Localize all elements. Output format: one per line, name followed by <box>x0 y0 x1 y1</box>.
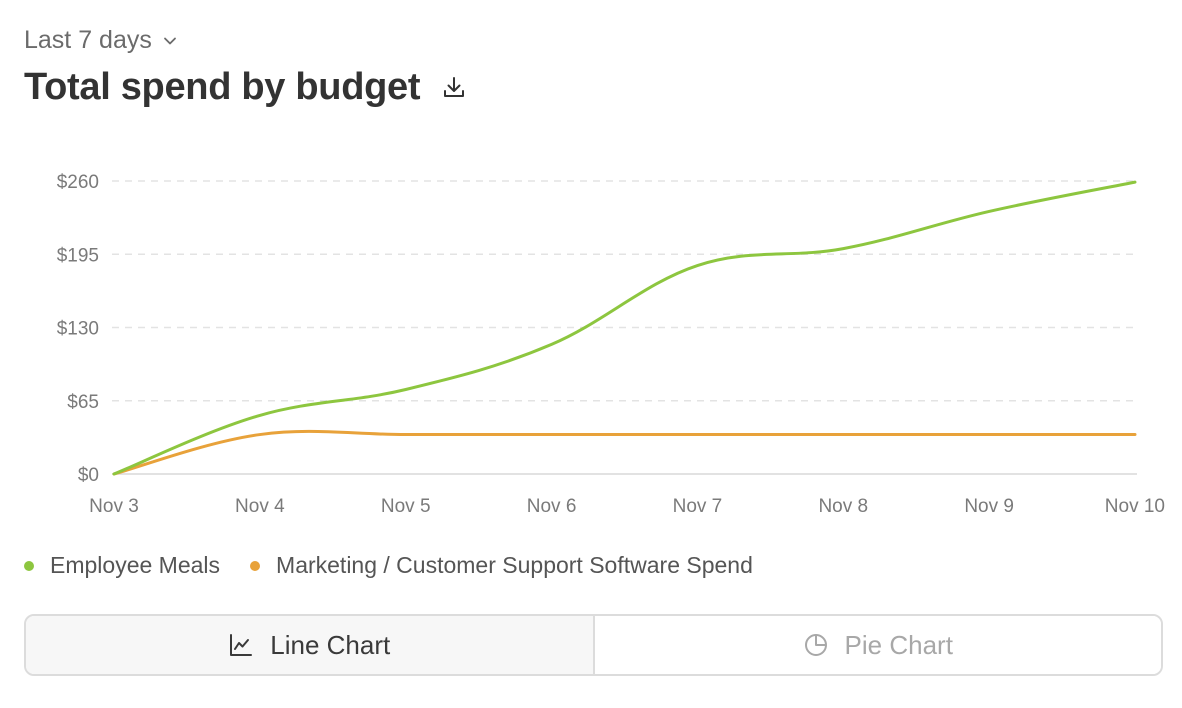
x-tick-label: Nov 6 <box>527 496 577 517</box>
chart-type-toggle: Line Chart Pie Chart <box>24 614 1163 676</box>
x-tick-label: Nov 4 <box>235 496 285 517</box>
y-tick-label: $195 <box>57 245 99 266</box>
chart-legend: Employee Meals Marketing / Customer Supp… <box>24 552 753 579</box>
line-chart: $0 $65 $130 $195 $260 Nov 3 Nov 4 Nov 5 Nov 6 Nov… <box>57 172 1165 517</box>
x-tick-label: Nov 3 <box>89 496 139 517</box>
x-tick-label: Nov 10 <box>1105 496 1165 517</box>
x-tick-label: Nov 8 <box>818 496 868 517</box>
date-range-selector[interactable]: Last 7 days <box>24 26 178 55</box>
legend-swatch <box>24 560 34 571</box>
line-chart-icon <box>230 634 253 656</box>
legend-swatch <box>250 560 261 571</box>
date-range-label: Last 7 days <box>24 26 152 54</box>
y-tick-label: $0 <box>78 465 99 486</box>
page-title: Total spend by budget <box>24 66 421 108</box>
x-tick-label: Nov 5 <box>381 496 431 517</box>
chevron-down-icon <box>163 37 176 44</box>
legend-item-employee-meals: Employee Meals <box>24 552 220 579</box>
legend-label: Marketing / Customer Support Software Sp… <box>276 552 753 578</box>
y-tick-label: $130 <box>57 319 99 340</box>
x-tick-label: Nov 7 <box>673 496 723 517</box>
download-icon <box>444 76 465 97</box>
pie-chart-button[interactable]: Pie Chart <box>594 616 1161 674</box>
series-line-employee-meals <box>112 180 1137 476</box>
x-tick-label: Nov 9 <box>964 496 1014 517</box>
y-tick-label: $65 <box>67 392 99 413</box>
line-chart-button[interactable]: Line Chart <box>26 616 595 674</box>
line-chart-label: Line Chart <box>270 629 391 660</box>
y-tick-label: $260 <box>57 172 99 193</box>
legend-item-marketing-software: Marketing / Customer Support Software Sp… <box>250 552 753 579</box>
pie-chart-label: Pie Chart <box>844 629 953 660</box>
series-line-marketing-customer-support-software-spend <box>112 429 1137 476</box>
pie-chart-icon <box>804 634 827 656</box>
download-button[interactable] <box>438 72 470 104</box>
legend-label: Employee Meals <box>50 552 221 578</box>
